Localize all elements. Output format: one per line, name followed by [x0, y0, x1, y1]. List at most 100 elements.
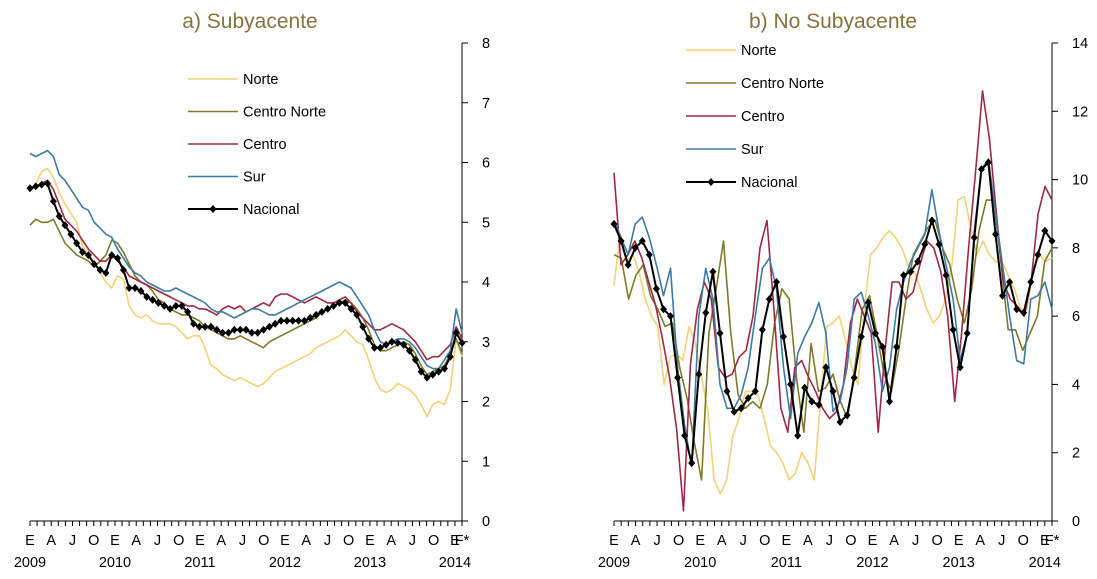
series-nacional-marker	[843, 411, 851, 420]
series-nacional-marker	[213, 325, 221, 334]
series-nacional-marker	[674, 373, 682, 382]
series-nacional-marker	[645, 250, 653, 259]
legend-norte-label: Norte	[741, 43, 776, 59]
x-month-label: E	[195, 533, 205, 549]
series-nacional-marker	[312, 310, 320, 319]
series-nacional-marker	[172, 301, 180, 310]
x-year-label: 2014	[1029, 555, 1061, 571]
series-nacional-marker	[794, 431, 802, 440]
series-nacional-marker	[108, 251, 116, 260]
series-nacional-marker	[254, 328, 262, 337]
series-nacional-marker	[610, 220, 618, 228]
x-month-label: J	[324, 533, 331, 549]
series-nacional-marker	[230, 325, 238, 334]
x-month-label: A	[889, 533, 899, 549]
y-tick-label: 6	[482, 156, 490, 172]
x-month-label: A	[386, 533, 396, 549]
x-month-label: E	[781, 533, 791, 549]
x-month-label: O	[88, 533, 99, 549]
x-month-label: O	[1018, 533, 1029, 549]
legend-norte-label: Norte	[243, 72, 278, 88]
series-nacional-marker	[84, 251, 92, 260]
series-nacional-marker	[815, 400, 823, 409]
series-nacional-marker	[236, 325, 244, 334]
series-nacional-marker	[624, 260, 632, 269]
series-nacional-marker	[681, 431, 689, 440]
series-nacional-marker	[1041, 226, 1049, 235]
series-nacional-marker	[893, 342, 901, 351]
series-nacional-marker	[1020, 308, 1028, 317]
x-month-label: O	[173, 533, 184, 549]
series-nacional-marker	[949, 325, 957, 334]
series-nacional-marker	[723, 387, 731, 396]
series-nacional-marker	[73, 239, 81, 248]
series-nacional-marker	[1034, 250, 1042, 259]
series-nacional-marker	[423, 373, 431, 382]
series-nacional-marker	[154, 298, 162, 307]
x-month-label: J	[154, 533, 161, 549]
series-nacional-marker	[1027, 278, 1035, 286]
series-nacional-marker	[900, 271, 908, 280]
series-nacional-marker	[67, 230, 75, 239]
series-nacional-marker	[411, 355, 419, 364]
series-nacional-marker	[1048, 237, 1056, 245]
x-month-label: J	[653, 533, 660, 549]
series-nacional-marker	[857, 332, 865, 341]
x-month-label: J	[239, 533, 246, 549]
x-month-label: F*	[1045, 533, 1060, 549]
series-nacional-marker	[879, 342, 886, 351]
series-nacional-marker	[131, 284, 139, 292]
x-month-label: O	[673, 533, 684, 549]
x-month-label: E	[110, 533, 120, 549]
series-nacional-marker	[295, 316, 302, 325]
series-nacional-marker	[744, 394, 752, 403]
series-nacional-marker	[242, 325, 250, 334]
series-nacional-marker	[631, 243, 639, 252]
x-month-label: A	[301, 533, 311, 549]
series-nacional-marker	[942, 271, 950, 280]
series-norte-line	[29, 167, 463, 418]
x-year-label: 2010	[684, 555, 716, 571]
series-nacional-marker	[335, 298, 343, 307]
y-tick-label: 6	[1072, 309, 1080, 325]
series-nacional-marker	[956, 363, 964, 372]
series-nacional-marker	[801, 383, 809, 392]
series-nacional-marker	[822, 363, 830, 372]
legend-centro-label: Centro	[243, 137, 287, 153]
x-month-label: A	[131, 533, 141, 549]
series-nacional-marker	[928, 216, 936, 225]
x-month-label: A	[803, 533, 813, 549]
panel-a-title: a) Subyacente	[182, 10, 317, 33]
series-nacional-marker	[864, 298, 872, 307]
series-nacional-marker	[102, 269, 110, 277]
series-nacional-marker	[225, 328, 232, 337]
series-nacional-marker	[114, 254, 122, 263]
series-nacional-marker	[353, 310, 361, 319]
series-nacional-marker	[90, 260, 98, 269]
series-nacional-marker	[26, 184, 34, 193]
series-nacional-marker	[190, 319, 197, 328]
series-nacional-marker	[370, 343, 378, 352]
series-nacional-marker	[376, 343, 384, 352]
series-nacional-marker	[638, 237, 646, 245]
series-nacional-marker	[935, 240, 943, 249]
y-tick-label: 10	[1072, 173, 1088, 189]
y-tick-label: 2	[482, 395, 490, 411]
series-centro-line	[613, 90, 1053, 512]
y-tick-label: 2	[1072, 446, 1080, 462]
x-month-label: J	[912, 533, 919, 549]
series-nacional-marker	[178, 301, 186, 310]
series-nacional-marker	[277, 316, 285, 325]
series-nacional-marker	[914, 257, 922, 266]
series-nacional-marker	[137, 287, 145, 295]
series-nacional-marker	[55, 212, 63, 221]
series-nacional-marker	[166, 304, 174, 313]
legend-nacional-marker	[707, 178, 715, 186]
x-month-label: E	[280, 533, 290, 549]
y-tick-label: 4	[1072, 377, 1080, 393]
x-month-label: E	[450, 533, 460, 549]
series-nacional-marker	[702, 308, 710, 317]
x-year-label: 2013	[943, 555, 975, 571]
